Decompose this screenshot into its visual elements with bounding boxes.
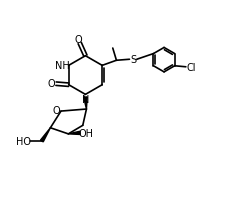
Text: NH: NH <box>55 61 70 71</box>
Polygon shape <box>68 132 80 135</box>
Text: O: O <box>52 105 60 115</box>
Text: HO: HO <box>16 136 31 146</box>
Text: S: S <box>130 55 136 65</box>
Text: N: N <box>82 95 89 105</box>
Polygon shape <box>41 128 51 142</box>
Text: OH: OH <box>78 128 93 138</box>
Polygon shape <box>84 97 87 110</box>
Text: O: O <box>48 79 55 89</box>
Text: Cl: Cl <box>186 62 196 72</box>
Text: O: O <box>75 34 83 44</box>
